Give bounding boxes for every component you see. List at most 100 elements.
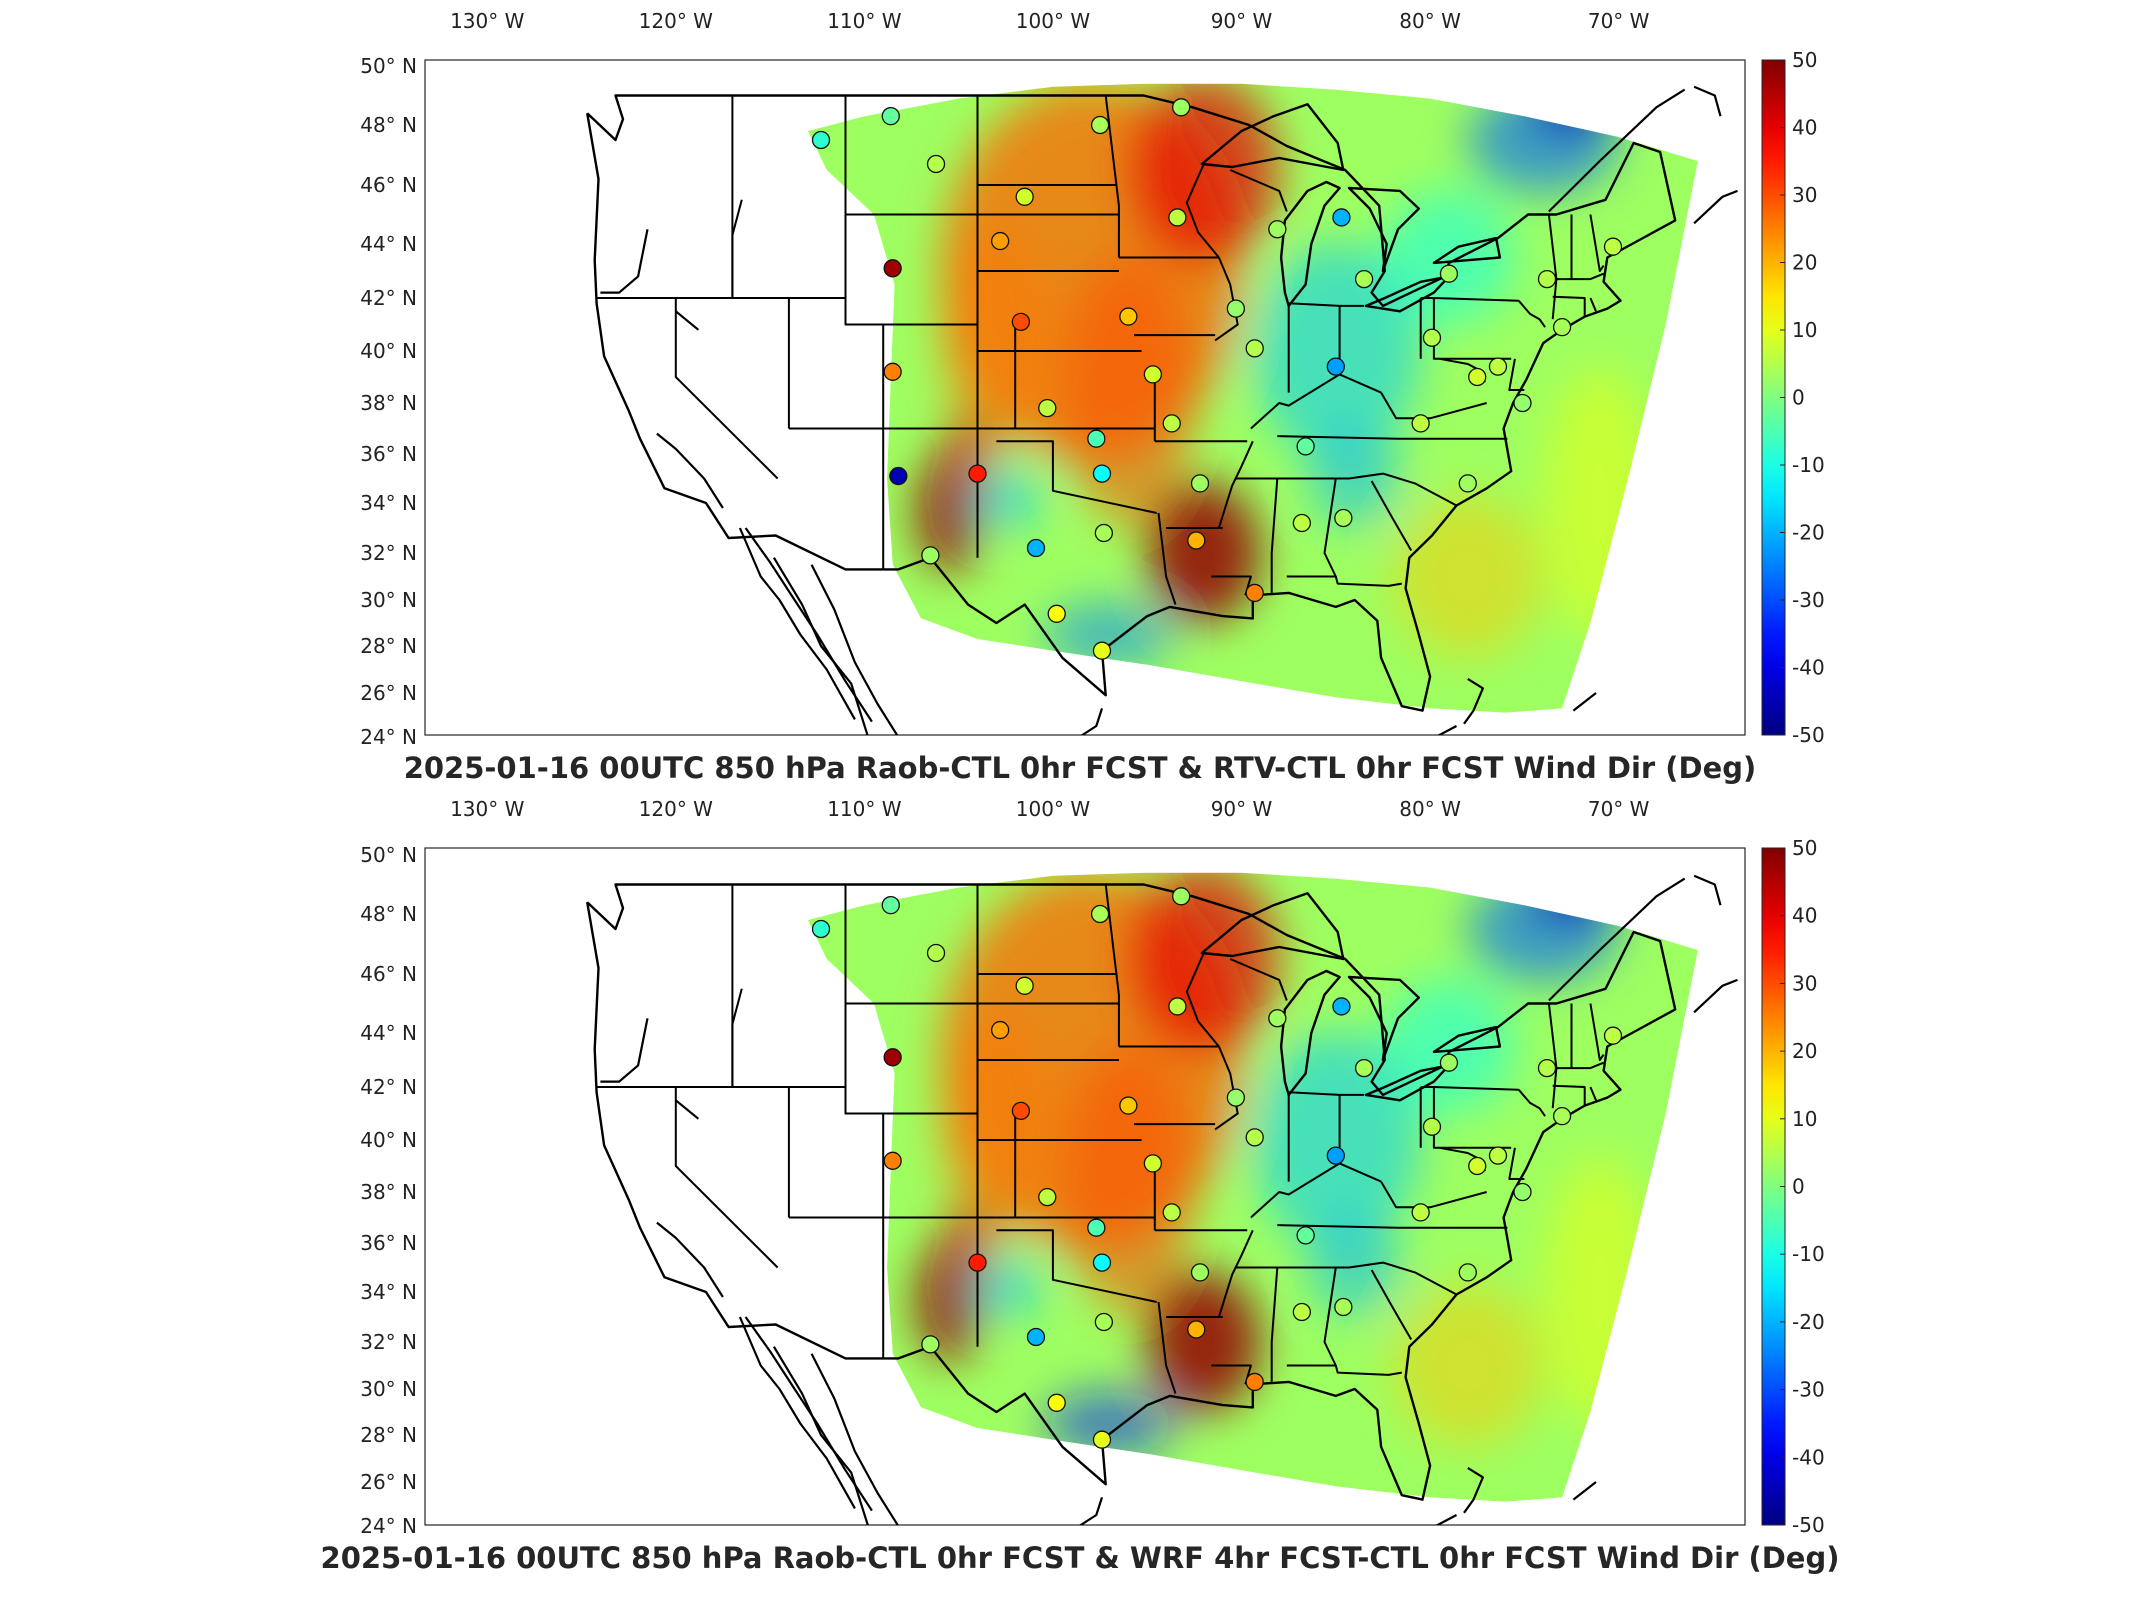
lon-tick-label: 120° W [639,9,714,33]
station-marker [1334,1297,1353,1317]
colorbar-tick-label: -40 [1792,656,1825,680]
coastline-segment [1463,1466,1485,1514]
lon-tick-label: 130° W [450,9,525,33]
station-marker [968,1253,987,1272]
state-border [1589,214,1605,272]
station-marker [1143,365,1163,384]
state-border [1270,1267,1279,1382]
state-border [1286,478,1337,578]
lon-tick-label: 110° W [827,9,902,33]
coastline-segment [656,432,724,509]
usa-outline [586,94,1677,712]
state-border [1157,1301,1177,1394]
station-marker [1026,1327,1046,1347]
colorbar-tick-label: 20 [1792,251,1817,275]
station-marker [1296,1226,1315,1245]
station-marker [1268,220,1287,239]
station-marker [889,466,908,486]
colorbar-tick-label: -50 [1792,723,1825,747]
colorbar-tick-label: -30 [1792,1378,1825,1402]
coastline-segment [744,1316,873,1512]
lat-tick-label: 34° N [360,491,417,515]
station-marker [1226,1088,1246,1107]
coastline-segment [600,229,649,294]
colorbar-tick-label: -10 [1792,1242,1825,1266]
station-marker [1458,1263,1477,1282]
lat-tick-label: 26° N [360,1470,417,1494]
wind-dir-field [807,83,1698,713]
state-border [1277,435,1399,440]
field-feature [1250,1032,1421,1248]
state-border [1185,163,1220,259]
lat-tick-label: 34° N [360,1280,417,1304]
station-marker [1603,237,1623,256]
state-border [1157,512,1177,605]
station-marker [1422,328,1442,347]
coastline-segment [1416,1514,1458,1525]
lon-tick-label: 70° W [1588,9,1650,33]
lat-tick-label: 32° N [360,541,417,565]
raob-stations [811,887,1623,1449]
state-border [1348,1261,1457,1296]
coastline-segment [738,527,856,720]
station-marker [1190,474,1210,493]
lat-tick-label: 24° N [360,725,417,749]
lat-tick-label: 44° N [360,232,417,256]
lat-tick-label: 42° N [360,1075,417,1099]
lat-tick-label: 48° N [360,902,417,926]
station-marker [1226,299,1246,318]
field-feature [939,229,1053,446]
lon-tick-label: 130° W [450,797,525,821]
station-marker [1090,115,1110,135]
state-border [1250,373,1382,430]
lat-tick-label: 50° N [360,54,417,78]
field-feature [968,468,1044,528]
lat-tick-label: 26° N [360,681,417,705]
station-marker [1162,414,1181,433]
station-marker [926,943,946,963]
lat-tick-label: 38° N [360,1180,417,1204]
lat-tick-label: 38° N [360,391,417,415]
field-feature [1392,1284,1544,1447]
state-border [1370,480,1413,552]
state-border [1250,1162,1382,1219]
field-feature [1147,482,1261,624]
station-marker [1245,339,1264,358]
coastline-segment [1693,874,1722,906]
lat-tick-label: 32° N [360,1330,417,1354]
colorbar-tick-label: -20 [1792,521,1825,545]
lat-tick-label: 40° N [360,339,417,363]
colorbar-tick-label: 0 [1792,1175,1805,1199]
lon-tick-label: 80° W [1399,797,1461,821]
station-marker [1047,604,1066,623]
state-border [1217,440,1254,529]
station-marker [881,896,900,915]
colorbar-tick-label: 40 [1792,904,1817,928]
colorbar-tick-label: 10 [1792,1107,1817,1131]
state-border [1286,1267,1337,1367]
station-marker [1168,997,1187,1016]
field-feature [1147,1271,1261,1413]
lat-tick-label: 24° N [360,1514,417,1538]
station-marker [990,231,1010,251]
station-marker [811,919,831,939]
state-border [1432,1087,1512,1149]
station-marker [1092,641,1112,660]
great-lake-outline [1200,103,1345,172]
coastline-segment [675,310,700,331]
station-marker [1092,464,1112,483]
field-feature [1128,83,1280,265]
state-border [674,298,779,480]
coastline-segment [1693,978,1738,1014]
panel-bottom: 130° W 120° W 110° W 100° W 90° W 80° W 70° W 5… [360,797,1824,1538]
great-lake-outline [1432,1025,1502,1054]
station-marker [926,154,946,174]
station-marker [1187,531,1206,550]
station-marker [921,1335,940,1354]
field-feature [1062,255,1195,525]
station-marker [968,464,987,483]
state-border [844,1003,978,1115]
station-marker [1603,1026,1623,1045]
station-marker [1488,1146,1508,1165]
great-lake-outline [1347,186,1421,273]
